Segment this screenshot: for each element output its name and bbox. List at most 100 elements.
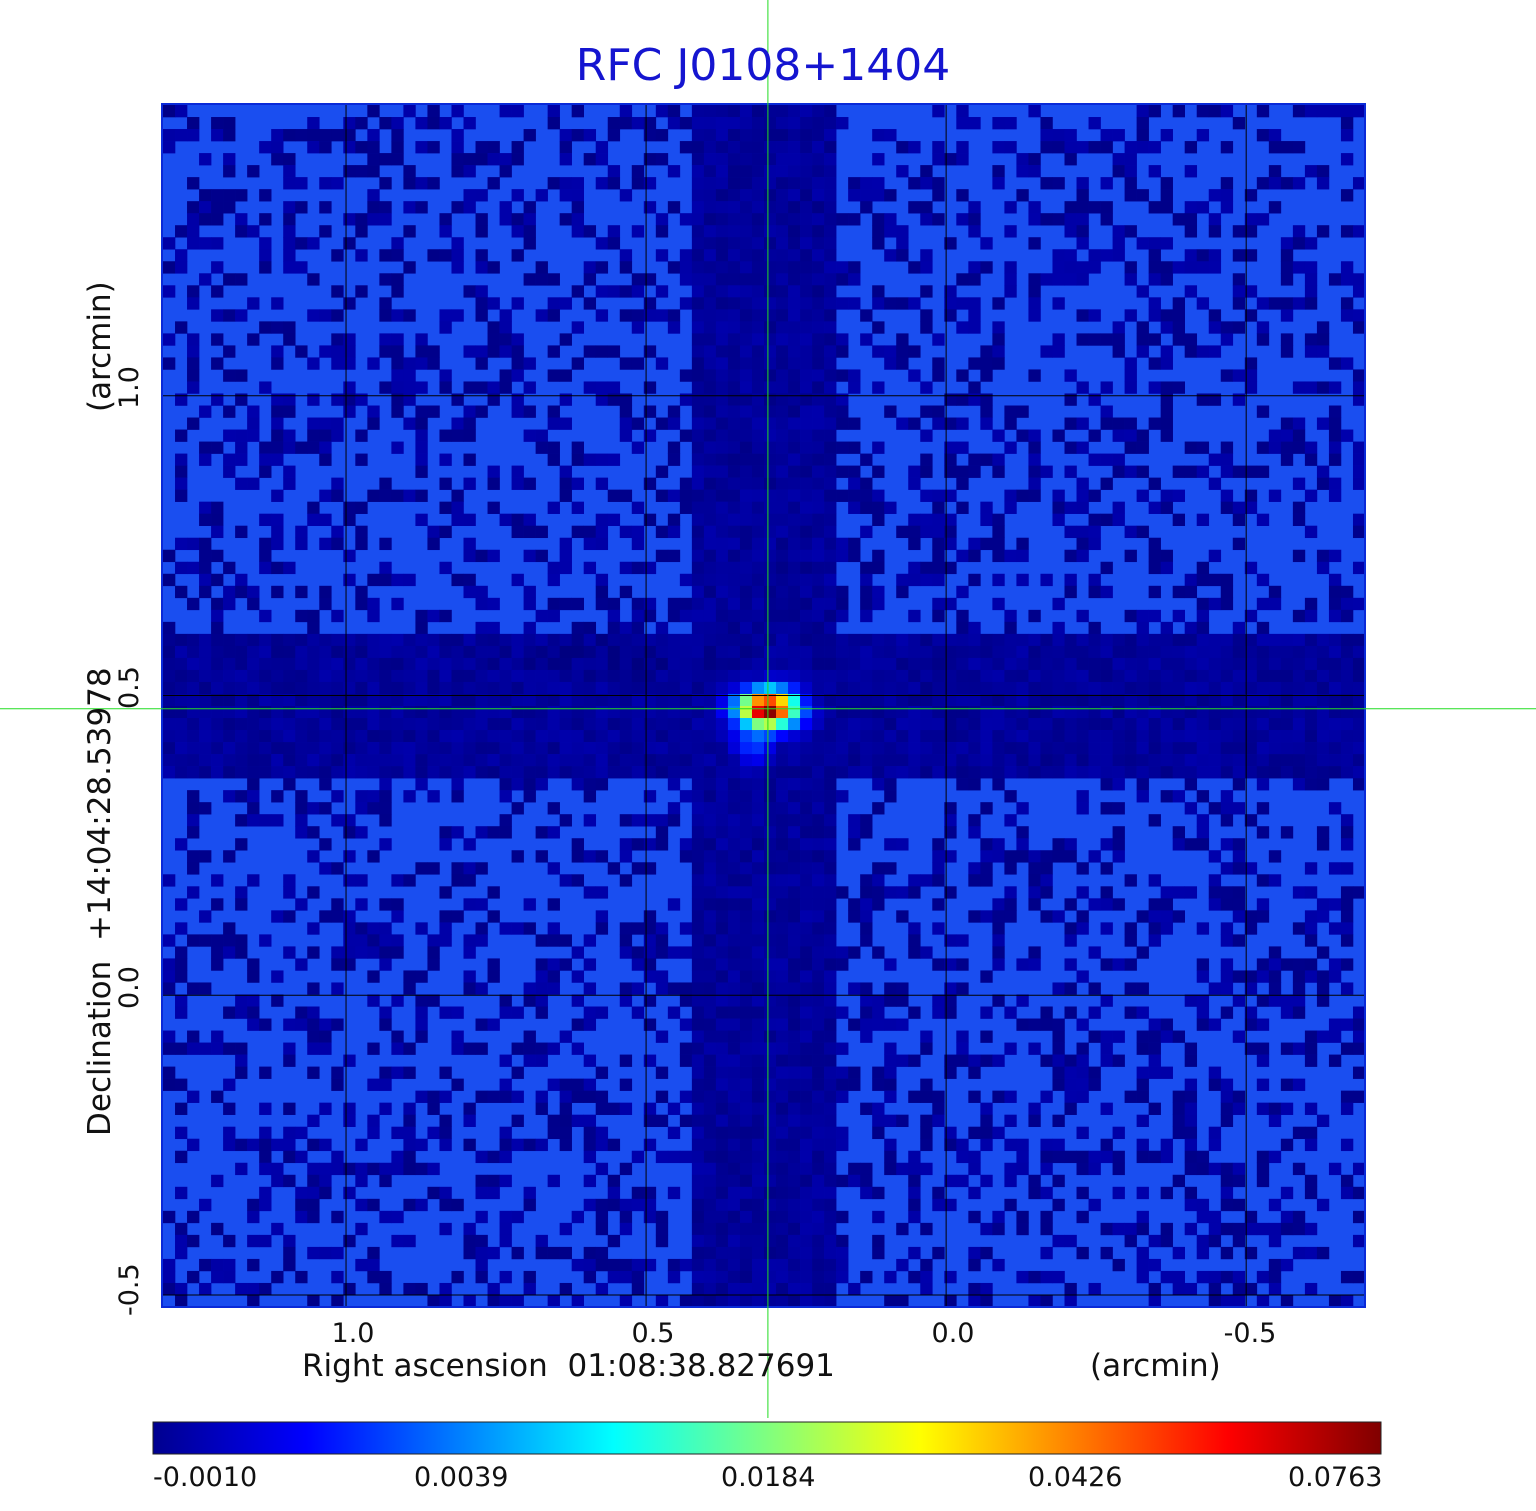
image-pixel <box>920 465 933 478</box>
image-pixel <box>199 537 212 551</box>
image-pixel <box>295 1186 308 1200</box>
image-pixel <box>703 333 717 346</box>
image-pixel <box>667 165 681 178</box>
image-pixel <box>715 381 729 394</box>
image-pixel <box>595 910 609 923</box>
image-pixel <box>776 525 789 539</box>
image-pixel <box>355 1222 368 1236</box>
image-pixel <box>691 321 705 334</box>
image-pixel <box>1316 754 1330 767</box>
image-pixel <box>727 393 741 406</box>
image-pixel <box>739 333 753 346</box>
image-pixel <box>667 633 681 647</box>
image-pixel <box>1220 898 1234 911</box>
image-pixel <box>1160 693 1173 707</box>
image-pixel <box>908 261 921 274</box>
image-pixel <box>1220 742 1234 755</box>
image-pixel <box>1076 177 1089 190</box>
image-pixel <box>824 261 837 274</box>
image-pixel <box>920 177 933 190</box>
image-pixel <box>403 730 416 743</box>
image-pixel <box>1136 237 1149 250</box>
image-pixel <box>1028 742 1041 755</box>
image-pixel <box>1256 742 1270 755</box>
image-pixel <box>836 790 849 803</box>
image-pixel <box>667 645 681 659</box>
image-pixel <box>655 1150 669 1164</box>
image-pixel <box>619 585 633 599</box>
image-pixel <box>1052 657 1065 671</box>
image-pixel <box>727 129 741 142</box>
image-pixel <box>776 537 789 551</box>
image-pixel <box>343 297 356 310</box>
image-pixel <box>727 513 741 526</box>
image-pixel <box>1244 1282 1258 1296</box>
image-pixel <box>776 1186 789 1200</box>
image-pixel <box>451 730 464 743</box>
image-pixel <box>187 681 200 695</box>
image-pixel <box>1016 153 1029 166</box>
image-pixel <box>607 513 621 526</box>
image-pixel <box>295 537 308 551</box>
image-pixel <box>776 249 789 262</box>
image-pixel <box>247 706 260 719</box>
image-pixel <box>1280 345 1294 358</box>
image-pixel <box>1112 730 1125 743</box>
image-pixel <box>1232 934 1246 947</box>
image-pixel <box>1328 669 1342 683</box>
image-pixel <box>1136 657 1149 671</box>
image-pixel <box>727 441 741 454</box>
image-pixel <box>631 537 645 551</box>
image-pixel <box>1076 657 1089 671</box>
image-pixel <box>703 1210 717 1224</box>
image-pixel <box>391 934 404 947</box>
image-pixel <box>679 742 693 755</box>
image-pixel <box>595 153 609 166</box>
image-pixel <box>1304 1222 1318 1236</box>
image-pixel <box>475 189 488 202</box>
image-pixel <box>319 309 332 322</box>
image-pixel <box>511 754 524 767</box>
image-pixel <box>715 898 729 911</box>
image-pixel <box>944 994 957 1007</box>
image-pixel <box>463 1138 476 1152</box>
image-pixel <box>283 129 296 142</box>
image-pixel <box>727 730 741 743</box>
image-pixel <box>1172 261 1185 274</box>
image-pixel <box>980 1222 993 1236</box>
image-pixel <box>1304 165 1318 178</box>
image-pixel <box>956 621 969 635</box>
image-pixel <box>812 333 825 346</box>
image-pixel <box>655 754 669 767</box>
image-pixel <box>968 814 981 827</box>
image-pixel <box>283 1258 296 1272</box>
image-pixel <box>319 1102 332 1115</box>
image-pixel <box>1124 549 1137 563</box>
image-pixel <box>776 465 789 478</box>
image-pixel <box>1112 657 1125 671</box>
image-pixel <box>739 345 753 358</box>
image-pixel <box>1256 1054 1270 1067</box>
image-pixel <box>259 1150 272 1164</box>
image-pixel <box>1160 1270 1173 1284</box>
image-pixel <box>247 754 260 767</box>
image-pixel <box>776 129 789 142</box>
image-pixel <box>715 177 729 190</box>
image-pixel <box>547 730 560 743</box>
image-pixel <box>643 405 657 418</box>
image-pixel <box>199 706 212 719</box>
image-pixel <box>1160 1150 1173 1164</box>
image-pixel <box>619 357 633 370</box>
image-pixel <box>547 441 560 454</box>
image-pixel <box>1148 934 1161 947</box>
image-pixel <box>295 898 308 911</box>
image-pixel <box>487 621 500 635</box>
image-pixel <box>511 333 524 346</box>
image-pixel <box>619 681 633 695</box>
image-pixel <box>283 742 296 755</box>
image-pixel <box>776 1114 789 1127</box>
image-pixel <box>824 549 837 563</box>
image-pixel <box>788 549 801 563</box>
image-pixel <box>547 177 560 190</box>
image-pixel <box>1196 1150 1210 1164</box>
